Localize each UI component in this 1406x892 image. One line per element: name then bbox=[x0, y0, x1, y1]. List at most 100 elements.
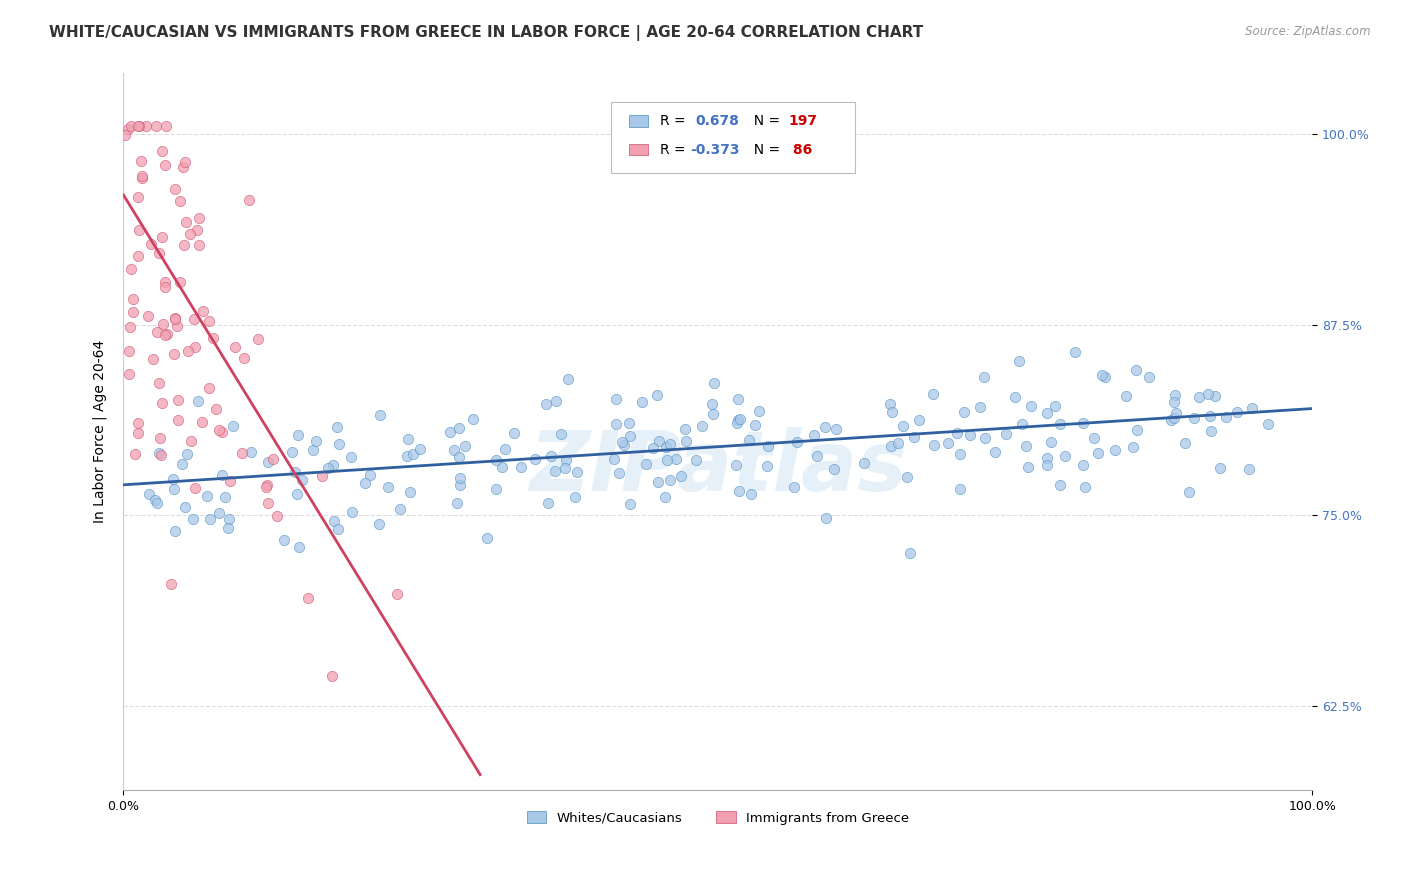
Point bbox=[180, 434, 202, 449]
Point bbox=[142, 351, 165, 366]
Point bbox=[1126, 423, 1149, 437]
Point bbox=[544, 394, 567, 409]
Point bbox=[172, 160, 194, 174]
Point bbox=[162, 472, 184, 486]
Point bbox=[326, 419, 349, 434]
Point bbox=[1036, 450, 1059, 465]
Text: 0.678: 0.678 bbox=[696, 114, 740, 128]
Point bbox=[1083, 431, 1105, 445]
Point bbox=[756, 438, 779, 452]
Point bbox=[1163, 388, 1185, 402]
Point bbox=[205, 401, 228, 416]
Point bbox=[814, 419, 837, 434]
Point bbox=[121, 304, 143, 318]
Point bbox=[959, 428, 981, 442]
Point bbox=[727, 413, 749, 427]
Point bbox=[195, 489, 218, 503]
Point bbox=[605, 417, 627, 431]
Point bbox=[803, 428, 825, 442]
Point bbox=[224, 340, 246, 354]
Point bbox=[702, 407, 724, 421]
Point bbox=[896, 470, 918, 484]
Point bbox=[1043, 400, 1066, 414]
Point bbox=[634, 457, 657, 471]
Point bbox=[554, 453, 576, 467]
Point bbox=[231, 446, 253, 460]
Point bbox=[1209, 461, 1232, 475]
Point bbox=[643, 441, 665, 455]
Point bbox=[179, 227, 201, 241]
Point bbox=[120, 120, 142, 134]
Point bbox=[177, 344, 200, 359]
Point bbox=[806, 449, 828, 463]
Text: ZIPatlas: ZIPatlas bbox=[529, 426, 907, 508]
Point bbox=[138, 487, 160, 501]
Point bbox=[367, 517, 389, 532]
Point bbox=[163, 347, 186, 361]
Point bbox=[165, 524, 187, 538]
Point bbox=[540, 450, 562, 464]
Point bbox=[447, 421, 470, 435]
Point bbox=[1094, 370, 1116, 384]
Point bbox=[703, 376, 725, 391]
Point bbox=[173, 237, 195, 252]
Point bbox=[984, 445, 1007, 459]
Point bbox=[567, 465, 589, 479]
Point bbox=[163, 311, 186, 326]
Point bbox=[673, 422, 696, 436]
Point bbox=[613, 438, 636, 452]
Point bbox=[449, 471, 471, 485]
Point bbox=[120, 262, 142, 277]
FancyBboxPatch shape bbox=[628, 115, 648, 127]
Point bbox=[1163, 410, 1185, 425]
Point bbox=[1040, 435, 1063, 450]
Point bbox=[1011, 417, 1033, 432]
Point bbox=[208, 506, 231, 520]
Point bbox=[449, 478, 471, 492]
Point bbox=[153, 158, 176, 172]
Point bbox=[377, 480, 399, 494]
Legend: Whites/Caucasians, Immigrants from Greece: Whites/Caucasians, Immigrants from Greec… bbox=[522, 805, 914, 830]
Point bbox=[186, 222, 208, 236]
Point bbox=[266, 508, 288, 523]
Point bbox=[1198, 409, 1220, 424]
Point bbox=[443, 443, 465, 458]
Point bbox=[461, 412, 484, 426]
Point bbox=[727, 392, 749, 406]
Point bbox=[353, 475, 375, 490]
Point bbox=[217, 521, 239, 535]
Point bbox=[167, 392, 190, 407]
Point bbox=[922, 387, 945, 401]
Point bbox=[124, 447, 146, 461]
Point bbox=[786, 435, 808, 450]
Text: R =: R = bbox=[659, 143, 690, 157]
Point bbox=[1160, 413, 1182, 427]
Point bbox=[165, 182, 187, 196]
FancyBboxPatch shape bbox=[628, 144, 648, 155]
Point bbox=[738, 434, 761, 448]
Point bbox=[297, 591, 319, 606]
Point bbox=[152, 317, 174, 331]
Point bbox=[657, 452, 679, 467]
Point bbox=[554, 460, 576, 475]
Point bbox=[129, 154, 152, 169]
Point bbox=[557, 372, 579, 386]
Point bbox=[396, 449, 419, 463]
Point bbox=[174, 500, 197, 514]
Point bbox=[211, 468, 233, 483]
Text: N =: N = bbox=[745, 114, 785, 128]
Point bbox=[291, 473, 314, 487]
Point bbox=[1257, 417, 1279, 432]
Point bbox=[659, 473, 682, 487]
FancyBboxPatch shape bbox=[612, 102, 855, 173]
Point bbox=[1115, 389, 1137, 403]
Point bbox=[475, 531, 498, 545]
Point bbox=[1122, 440, 1144, 454]
Point bbox=[385, 586, 408, 600]
Point bbox=[340, 450, 363, 465]
Point bbox=[755, 458, 778, 473]
Point bbox=[127, 426, 149, 441]
Point bbox=[166, 319, 188, 334]
Point bbox=[128, 223, 150, 237]
Point bbox=[1015, 439, 1038, 453]
